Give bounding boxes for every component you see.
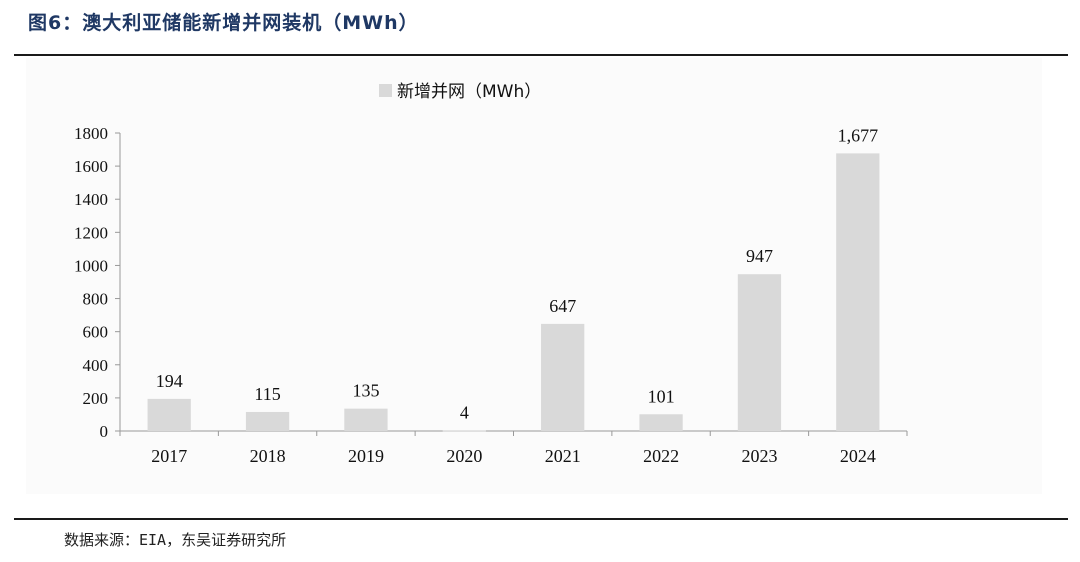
data-label-2020: 4: [460, 402, 469, 422]
y-ticks: 0 200 400 600 800 1000 1200 1400 1600 1800: [74, 124, 120, 441]
bar-2020: [442, 430, 486, 432]
data-label-2018: 115: [254, 384, 280, 404]
x-tick-label: 2018: [250, 446, 286, 466]
bar-2023: [737, 274, 782, 431]
bar-2021: [541, 323, 585, 431]
y-tick-label: 200: [83, 389, 109, 408]
x-tick-label: 2022: [643, 446, 679, 466]
y-tick-label: 1000: [74, 256, 108, 275]
bar-2024: [836, 153, 880, 431]
x-tick-label: 2021: [545, 446, 581, 466]
y-tick-label: 1400: [74, 190, 108, 209]
legend-swatch: [379, 84, 392, 97]
x-tick-label: 2023: [741, 446, 777, 466]
x-tick-label: 2019: [348, 446, 384, 466]
bar-2019: [344, 408, 388, 431]
bottom-divider: [14, 518, 1068, 520]
bar-2018: [245, 411, 290, 431]
y-tick-label: 800: [83, 290, 109, 309]
y-tick-label: 600: [83, 323, 109, 342]
bars: [147, 153, 880, 432]
data-label-2022: 101: [648, 386, 675, 406]
x-ticks: 2017 2018 2019 2020 2021 2022 2023 2024: [119, 431, 908, 466]
figure-title: 图6：澳大利亚储能新增并网装机（MWh）: [28, 12, 419, 34]
data-label-2017: 194: [156, 371, 183, 391]
y-tick-label: 400: [83, 356, 109, 375]
bar-2022: [639, 414, 683, 431]
x-tick-label: 2024: [840, 446, 876, 466]
y-tick-label: 1600: [74, 157, 108, 176]
top-divider: [14, 54, 1068, 56]
data-label-2024: 1,677: [838, 125, 879, 145]
legend: 新增并网（MWh）: [379, 82, 541, 102]
x-tick-label: 2017: [151, 446, 187, 466]
data-labels: 194 115 135 4 647 101 947 1,677: [156, 125, 878, 422]
legend-label: 新增并网（MWh）: [397, 82, 541, 102]
y-tick-label: 1800: [74, 124, 108, 143]
y-tick-label: 1200: [74, 223, 108, 242]
data-label-2023: 947: [746, 246, 773, 266]
x-tick-label: 2020: [446, 446, 482, 466]
data-label-2019: 135: [352, 381, 379, 401]
y-tick-label: 0: [100, 422, 109, 441]
data-label-2021: 647: [549, 296, 576, 316]
bar-2017: [147, 398, 191, 431]
source-note: 数据来源：EIA，东吴证券研究所: [64, 531, 287, 549]
